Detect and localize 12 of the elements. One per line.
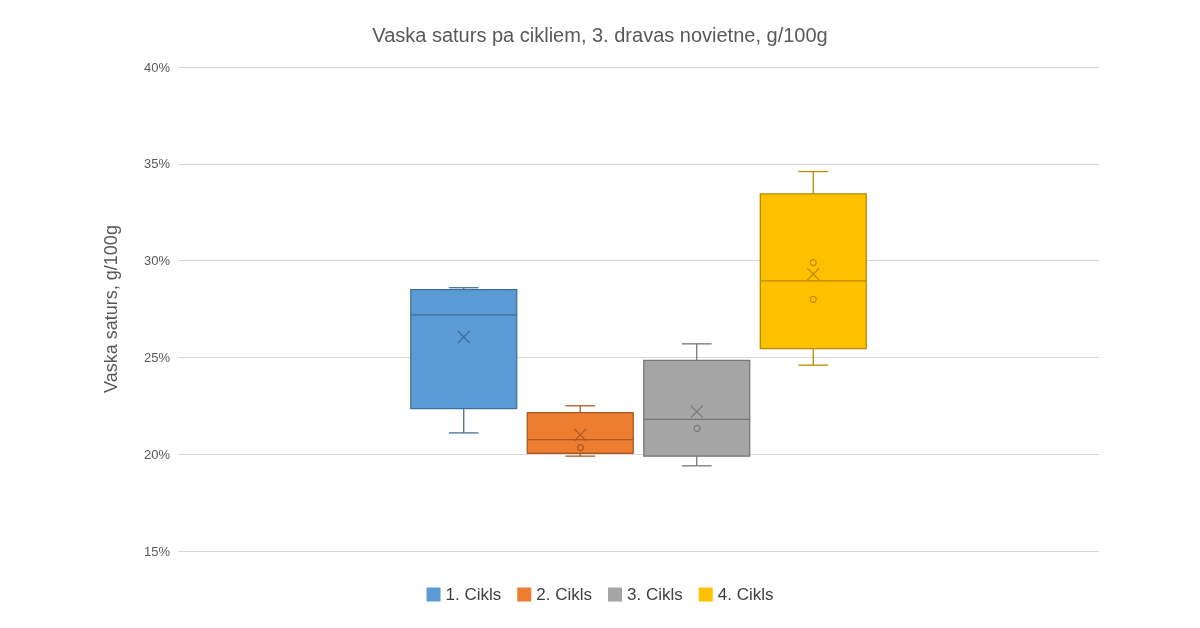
y-tick-label: 20% [143, 446, 171, 462]
y-tick-label: 35% [143, 156, 171, 172]
legend-label: 2. Cikls [536, 585, 592, 604]
y-tick-label: 25% [143, 349, 171, 365]
y-tick-label: 30% [143, 253, 171, 269]
y-tick-label: 40% [143, 59, 171, 75]
legend-label: 4. Cikls [717, 585, 774, 604]
legend-label: 3. Cikls [627, 585, 683, 604]
chart-title: Vaska saturs pa cikliem, 3. dravas novietne, g/100g [372, 24, 828, 46]
legend-label: 1. Cikls [445, 585, 502, 604]
y-axis-title: Vaska saturs, g/100g [101, 225, 121, 393]
y-tick-label: 15% [143, 543, 171, 559]
